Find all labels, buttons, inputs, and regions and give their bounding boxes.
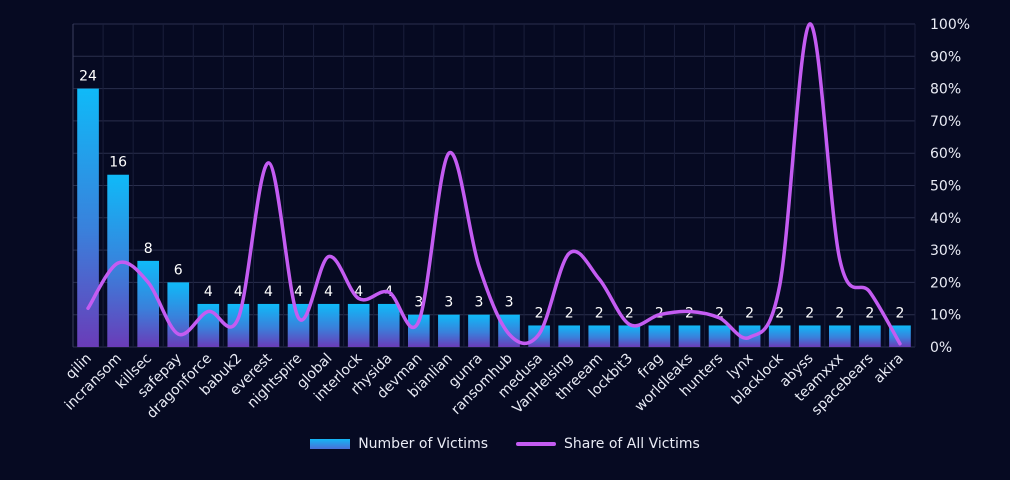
data-label-threeam: 2	[595, 305, 604, 321]
right-axis-tick-label: 40%	[930, 211, 961, 227]
right-axis-tick-label: 80%	[930, 82, 961, 98]
right-axis-tick-label: 90%	[930, 49, 961, 65]
data-label-blacklock: 2	[775, 305, 784, 321]
data-label-teamxxx: 2	[835, 305, 844, 321]
bar-killsec	[137, 260, 160, 347]
legend-item-line[interactable]: Share of All Victims	[516, 436, 700, 452]
bar-bianlian	[438, 314, 460, 347]
data-label-babuk2: 4	[234, 284, 243, 300]
data-label-dragonforce: 4	[204, 284, 213, 300]
bar-interlock	[347, 303, 370, 347]
data-label-abyss: 2	[805, 305, 814, 321]
legend-swatch-line	[516, 442, 557, 446]
right-axis-tick-label: 30%	[930, 243, 961, 259]
data-label-qilin: 24	[79, 69, 97, 85]
bar-rhysida	[377, 303, 400, 347]
right-axis-tick-label: 20%	[930, 275, 961, 291]
share-line	[86, 22, 902, 346]
data-label-everest: 4	[264, 284, 273, 300]
data-label-killsec: 8	[144, 241, 153, 257]
data-label-lockbit3: 2	[625, 305, 634, 321]
bar-lockbit3	[618, 325, 641, 347]
bar-safepay	[167, 282, 190, 347]
bar-blacklock	[768, 325, 791, 347]
right-axis-tick-label: 100%	[930, 17, 970, 33]
right-axis-tick-label: 0%	[930, 340, 952, 356]
bar-qilin	[77, 88, 99, 347]
bar-babuk2	[227, 303, 250, 347]
data-label-global: 4	[324, 284, 333, 300]
data-label-interlock: 4	[354, 284, 363, 300]
legend-label-bars: Number of Victims	[358, 436, 489, 452]
bar-everest	[257, 303, 280, 347]
bar-abyss	[798, 325, 821, 347]
bar-incransom	[107, 174, 129, 347]
right-axis-tick-label: 50%	[930, 179, 961, 195]
data-label-hunters: 2	[715, 305, 724, 321]
bar-spacebears	[859, 325, 881, 347]
data-label-VanHelsing: 2	[565, 305, 574, 321]
right-axis-tick-label: 10%	[930, 308, 961, 324]
right-axis-tick-label: 60%	[930, 146, 961, 162]
bar-global	[317, 303, 340, 347]
data-label-devman: 3	[414, 295, 423, 311]
legend-label-line: Share of All Victims	[564, 436, 700, 452]
data-label-ransomhub: 3	[505, 295, 514, 311]
data-label-safepay: 6	[174, 262, 183, 278]
legend-item-bars[interactable]: Number of Victims	[310, 436, 488, 452]
data-label-gunra: 3	[475, 295, 484, 311]
bar-threeam	[588, 325, 611, 347]
data-label-incransom: 16	[109, 155, 127, 171]
bar-devman	[407, 314, 430, 347]
right-axis-tick-label: 70%	[930, 114, 961, 130]
bar-nightspire	[287, 303, 310, 347]
data-label-medusa: 2	[535, 305, 544, 321]
data-label-bianlian: 3	[444, 295, 453, 311]
legend: Number of Victims Share of All Victims	[0, 436, 1010, 452]
bar-hunters	[708, 325, 731, 347]
legend-swatch-bar	[310, 439, 351, 449]
data-label-lynx: 2	[745, 305, 754, 321]
bar-gunra	[468, 314, 490, 347]
data-label-nightspire: 4	[294, 284, 303, 300]
category-label-akira: akira	[871, 351, 907, 387]
data-label-akira: 2	[896, 305, 905, 321]
data-label-worldleaks: 2	[685, 305, 694, 321]
bar-frag	[648, 325, 671, 347]
bar-VanHelsing	[558, 325, 581, 347]
bar-teamxxx	[828, 325, 851, 347]
bar-worldleaks	[678, 325, 701, 347]
data-label-spacebears: 2	[865, 305, 874, 321]
